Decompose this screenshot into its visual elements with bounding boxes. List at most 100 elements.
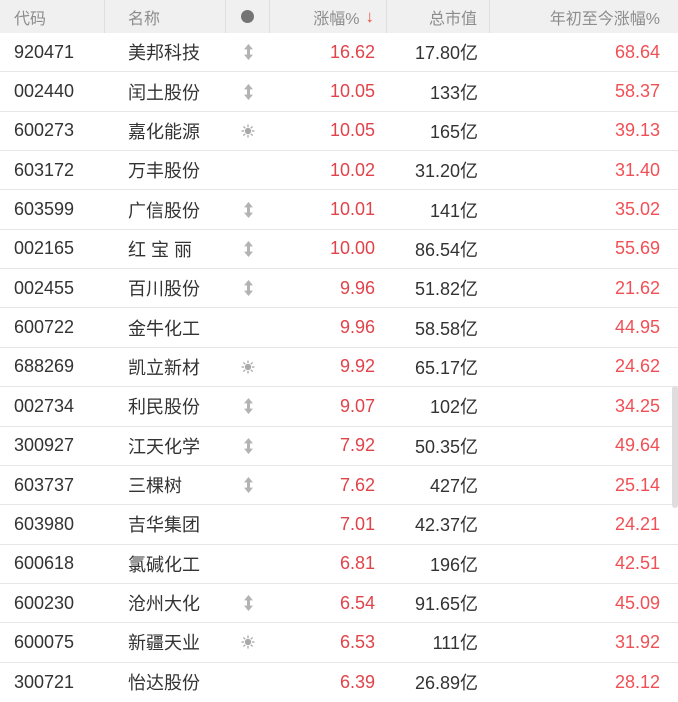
stock-code: 600230 — [14, 592, 75, 613]
stock-code: 603599 — [14, 199, 75, 220]
stock-name: 百川股份 — [128, 279, 200, 300]
change-percent: 10.05 — [329, 120, 375, 141]
stock-name: 江天化学 — [128, 436, 200, 457]
signal-cell — [226, 124, 270, 138]
ytd-change-percent: 55.69 — [614, 238, 660, 259]
table-row[interactable]: 688269 凯立新材 9.92 6 — [0, 347, 678, 388]
updown-arrow-icon — [243, 240, 254, 257]
signal-cell — [226, 635, 270, 649]
change-percent: 6.54 — [339, 592, 375, 613]
table-row[interactable]: 920471 美邦科技 16.62 — [0, 33, 678, 73]
updown-arrow-icon — [243, 437, 254, 454]
table-row[interactable]: 600230 沧州大化 6.54 9 — [0, 583, 678, 624]
change-percent: 10.01 — [329, 199, 375, 220]
market-cap: 65.17亿 — [414, 357, 478, 378]
table-row[interactable]: 002734 利民股份 9.07 1 — [0, 387, 678, 427]
stock-name: 闰土股份 — [128, 82, 200, 103]
change-percent: 10.05 — [329, 81, 375, 102]
ytd-change-percent: 25.14 — [614, 474, 660, 495]
stock-code: 002734 — [14, 395, 75, 416]
table-row[interactable]: 600273 嘉化能源 10.05 — [0, 111, 678, 152]
change-percent: 9.96 — [339, 277, 375, 298]
change-percent: 6.81 — [339, 553, 375, 574]
stock-name: 新疆天业 — [128, 633, 200, 654]
table-row[interactable]: 603980 吉华集团 7.01 4 — [0, 505, 678, 545]
sun-asterisk-icon — [241, 124, 255, 138]
ytd-change-percent: 58.37 — [614, 81, 660, 102]
stock-code: 002165 — [14, 238, 75, 259]
ytd-change-percent: 44.95 — [614, 317, 660, 338]
stock-code: 603980 — [14, 513, 75, 534]
stock-name: 利民股份 — [128, 397, 200, 418]
sort-descending-icon: ↓ — [365, 7, 375, 26]
stock-name: 吉华集团 — [128, 515, 200, 536]
stock-name: 金牛化工 — [128, 318, 200, 339]
market-cap: 58.58亿 — [414, 318, 478, 339]
header-name[interactable]: 名称 — [105, 0, 226, 33]
stock-name: 嘉化能源 — [128, 121, 200, 142]
circle-icon — [241, 10, 254, 23]
stock-code: 002455 — [14, 277, 75, 298]
market-cap: 51.82亿 — [414, 279, 478, 300]
change-percent: 16.62 — [329, 41, 375, 62]
table-row[interactable]: 600618 氯碱化工 6.81 1 — [0, 544, 678, 584]
market-cap: 91.65亿 — [414, 594, 478, 615]
stock-name: 广信股份 — [128, 200, 200, 221]
sun-asterisk-icon — [241, 635, 255, 649]
updown-arrow-icon — [243, 398, 254, 415]
market-cap: 427亿 — [429, 476, 478, 497]
ytd-change-percent: 31.92 — [614, 631, 660, 652]
stock-code: 600273 — [14, 120, 75, 141]
stock-name: 美邦科技 — [128, 43, 200, 64]
change-percent: 7.92 — [339, 435, 375, 456]
header-signal[interactable] — [226, 0, 270, 33]
signal-cell — [226, 240, 270, 257]
table-row[interactable]: 002440 闰土股份 10.05 — [0, 72, 678, 112]
market-cap: 102亿 — [429, 397, 478, 418]
table-row[interactable]: 603599 广信股份 10.01 — [0, 190, 678, 230]
signal-cell — [226, 44, 270, 61]
ytd-change-percent: 39.13 — [614, 120, 660, 141]
ytd-change-percent: 68.64 — [614, 41, 660, 62]
change-percent: 6.53 — [339, 631, 375, 652]
stock-name: 怡达股份 — [128, 673, 200, 694]
table-row[interactable]: 600722 金牛化工 9.96 5 — [0, 308, 678, 348]
signal-cell — [226, 477, 270, 494]
updown-arrow-icon — [243, 83, 254, 100]
table-row[interactable]: 300721 怡达股份 6.39 2 — [0, 662, 678, 702]
signal-cell — [226, 595, 270, 612]
change-percent: 9.92 — [339, 356, 375, 377]
ytd-change-percent: 21.62 — [614, 277, 660, 298]
stock-code: 600075 — [14, 631, 75, 652]
ytd-change-percent: 28.12 — [614, 671, 660, 692]
table-row[interactable]: 002165 红 宝 丽 10.00 — [0, 229, 678, 270]
change-percent: 9.96 — [339, 317, 375, 338]
market-cap: 196亿 — [429, 554, 478, 575]
header-ytd-change[interactable]: 年初至今涨幅% — [490, 0, 678, 33]
scrollbar-thumb[interactable] — [672, 386, 678, 508]
table-row[interactable]: 600075 新疆天业 6.53 1 — [0, 623, 678, 663]
stock-name: 沧州大化 — [128, 594, 200, 615]
change-percent: 10.02 — [329, 159, 375, 180]
table-row[interactable]: 603737 三棵树 7.62 42 — [0, 465, 678, 506]
change-percent: 6.39 — [339, 671, 375, 692]
updown-arrow-icon — [243, 44, 254, 61]
stock-name: 凯立新材 — [128, 357, 200, 378]
table-row[interactable]: 300927 江天化学 7.92 5 — [0, 426, 678, 466]
ytd-change-percent: 42.51 — [614, 553, 660, 574]
signal-cell — [226, 201, 270, 218]
header-code[interactable]: 代码 — [0, 0, 105, 33]
header-change-sort[interactable]: 涨幅% ↓ — [270, 0, 387, 33]
table-row[interactable]: 002455 百川股份 9.96 5 — [0, 269, 678, 309]
stock-code: 300927 — [14, 435, 75, 456]
table-row[interactable]: 603172 万丰股份 10.02 — [0, 151, 678, 191]
header-market-cap[interactable]: 总市值 — [387, 0, 490, 33]
ytd-change-percent: 49.64 — [614, 435, 660, 456]
stock-code: 603737 — [14, 474, 75, 495]
market-cap: 17.80亿 — [414, 43, 478, 64]
stock-name: 红 宝 丽 — [128, 239, 193, 260]
stock-code: 920471 — [14, 41, 75, 62]
signal-cell — [226, 360, 270, 374]
header-name-label: 名称 — [128, 10, 161, 28]
